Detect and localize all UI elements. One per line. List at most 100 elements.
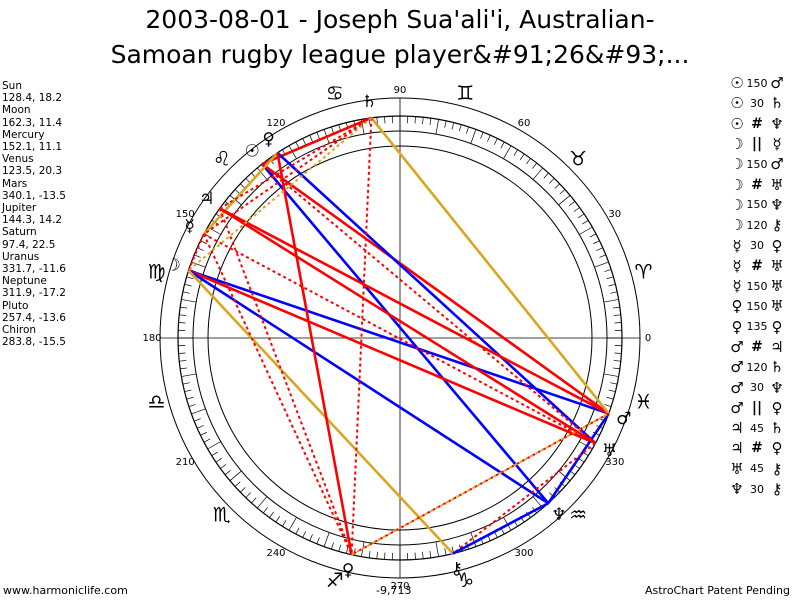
aspect-planet-glyph: ☽ [730, 216, 744, 235]
chart-title: 2003-08-01 - Joseph Sua'ali'i, Australia… [0, 2, 800, 72]
degree-label: 240 [266, 548, 285, 559]
zodiac-sign-glyph: ♍ [148, 259, 166, 283]
aspect-lines [187, 116, 610, 556]
degree-tick [224, 470, 231, 475]
degree-tick [604, 404, 612, 407]
planet-glyphs: ☉ ☽☿ ♀ ♂ ♃ ♄ ♅ ♆ ♀ ⚷ [166, 92, 632, 580]
degree-label: 180 [142, 333, 161, 344]
degree-tick [181, 299, 197, 303]
zodiac-sign-glyph: ♏ [213, 503, 231, 527]
position-value: 97.4, 22.5 [2, 238, 56, 251]
aspect-line [202, 233, 353, 556]
degree-tick [435, 119, 439, 135]
degree-tick [376, 551, 378, 559]
degree-tick [302, 531, 307, 538]
degree-tick [220, 464, 227, 469]
aspect-planet-glyph: ☉ [730, 114, 744, 133]
aspect-row: ♂ 120 ♄ [728, 357, 800, 377]
planet-position-list: Sun 128.4, 18.2 Moon 162.3, 11.4 Mercury… [2, 80, 66, 348]
footer-notice: AstroChart Patent Pending [644, 584, 790, 597]
aspect-line [219, 207, 597, 445]
aspect-planet-glyph: ♅ [770, 297, 784, 316]
aspect-line [187, 269, 549, 505]
degree-tick [578, 213, 585, 219]
degree-tick [257, 496, 268, 509]
position-value: 152.1, 11.1 [2, 141, 63, 154]
aspect-planet-glyph: ♀ [731, 317, 743, 336]
degree-tick [211, 451, 218, 456]
position-name: Mercury [2, 128, 45, 141]
aspect-row: ♀ 150 ♅ [728, 296, 800, 316]
degree-tick [191, 408, 206, 415]
aspect-line [218, 208, 353, 556]
degree-tick [215, 457, 222, 463]
aspect-planet-glyph: ⚷ [771, 480, 783, 499]
degree-label: 30 [608, 209, 621, 220]
aspect-planet-glyph: ☽ [730, 155, 744, 174]
degree-tick [229, 470, 242, 481]
aspect-angle: 135 [746, 320, 768, 334]
degree-tick [519, 153, 525, 160]
zodiac-sign-glyph: ♒ [569, 503, 587, 527]
degree-label: 330 [605, 457, 624, 468]
aspect-planet-glyph: ☿ [732, 236, 742, 255]
degree-tick [604, 269, 612, 272]
aspect-angle: 45 [750, 421, 764, 435]
degree-tick [444, 120, 447, 128]
degree-tick [532, 162, 537, 169]
degree-tick [309, 135, 313, 142]
aspect-line [203, 233, 596, 445]
aspect-row: ☿ 150 ♅ [728, 276, 800, 296]
aspect-angle: # [751, 257, 763, 274]
aspect-planet-glyph: ☿ [772, 135, 782, 154]
aspect-row: ♅ 45 ⚷ [728, 459, 800, 479]
degree-tick [257, 167, 268, 180]
degree-tick [559, 189, 566, 195]
aspect-angle: # [751, 339, 763, 355]
position-name: Jupiter [2, 202, 37, 215]
degree-tick [435, 541, 439, 557]
degree-label: 270 [390, 581, 409, 592]
position-name: Moon [2, 104, 31, 117]
bottom-value: -9,713 [376, 584, 412, 597]
zodiac-signs: ♈ ♉ ♊ ♋ ♌ ♍ ♎ ♏ ♐ ♑ ♒ ♓ [148, 81, 653, 592]
aspect-planet-glyph: ♃ [730, 439, 744, 458]
degree-tick [200, 431, 207, 436]
aspect-row: ♂ # ♃ [728, 337, 800, 357]
degree-tick [606, 276, 614, 280]
degree-tick [444, 548, 447, 556]
degree-tick [295, 527, 300, 535]
degree-tick [345, 546, 349, 554]
aspect-planet-glyph: ♀ [771, 317, 783, 336]
aspect-planet-glyph: ♂ [730, 398, 744, 417]
degree-tick [613, 314, 621, 316]
aspect-planet-glyph: ☽ [730, 135, 744, 154]
degree-tick [240, 487, 246, 493]
aspect-line [219, 116, 372, 210]
degree-tick [513, 149, 518, 156]
degree-tick [288, 517, 297, 531]
degree-tick [603, 299, 619, 303]
degree-label: 60 [518, 118, 531, 129]
aspect-row: ☿ 30 ♀ [728, 235, 800, 255]
position-value: 340.1, -13.5 [2, 189, 66, 202]
aspect-planet-glyph: ♅ [730, 459, 744, 478]
degree-tick [331, 126, 334, 134]
degree-tick [613, 360, 621, 362]
degree-tick [269, 511, 274, 518]
degree-tick [323, 532, 330, 547]
degree-tick [593, 240, 600, 245]
position-name: Pluto [2, 299, 29, 312]
degree-tick [422, 551, 424, 559]
degree-tick [466, 126, 469, 134]
aspect-angle: 120 [746, 218, 768, 232]
degree-tick [573, 207, 580, 212]
position-value: 144.3, 14.2 [2, 214, 63, 227]
zodiac-sign-glyph: ♎ [148, 390, 166, 414]
degree-tick [612, 306, 620, 309]
aspect-angle: # [751, 176, 763, 193]
aspect-line [202, 152, 279, 235]
planet-glyph: ♀ [342, 560, 354, 580]
degree-tick [470, 129, 477, 144]
aspect-line [547, 412, 610, 504]
